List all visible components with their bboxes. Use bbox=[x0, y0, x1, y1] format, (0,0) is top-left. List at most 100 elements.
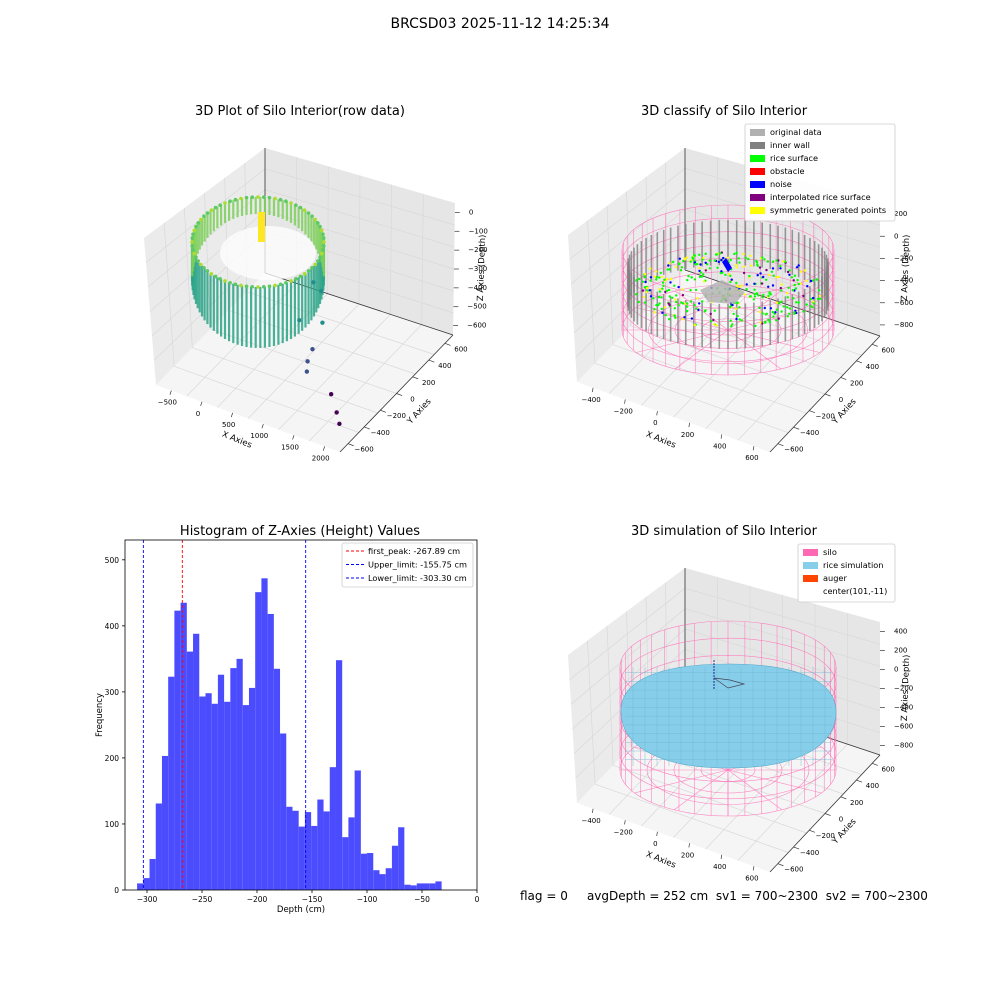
x-axis-tick-label: −400 bbox=[581, 817, 600, 825]
classified-point bbox=[790, 276, 794, 279]
y-axis-tick-mark bbox=[793, 426, 800, 430]
raw-point-rim bbox=[239, 196, 243, 201]
panel4-title: 3D simulation of Silo Interior bbox=[631, 524, 817, 539]
classified-point bbox=[698, 266, 701, 270]
classified-point bbox=[698, 253, 701, 256]
classified-point bbox=[805, 303, 808, 306]
classified-point bbox=[788, 307, 792, 310]
y-axis-tick-label: 0 bbox=[839, 396, 843, 404]
grid-line bbox=[309, 324, 422, 442]
histogram-bar bbox=[149, 858, 156, 890]
classified-point bbox=[662, 284, 665, 287]
y-axis-tick-label: −400 bbox=[371, 429, 390, 437]
classified-point bbox=[806, 285, 809, 288]
classified-point bbox=[800, 270, 803, 273]
classified-point bbox=[675, 294, 678, 297]
grid-line bbox=[641, 291, 751, 406]
y-axis-tick-label: −400 bbox=[800, 849, 819, 857]
histogram-bar bbox=[230, 668, 237, 890]
x-axis-tick-label: −500 bbox=[158, 399, 177, 407]
classified-point bbox=[657, 295, 661, 299]
classified-point bbox=[664, 313, 667, 317]
classify-legend-label: interpolated rice surface bbox=[770, 192, 871, 202]
classified-point bbox=[658, 276, 661, 279]
classified-point bbox=[722, 256, 725, 260]
classified-point bbox=[736, 301, 739, 304]
classified-point bbox=[786, 292, 789, 295]
silo-wireframe-floor-spoke bbox=[636, 329, 729, 353]
z-axis-tick-label: 400 bbox=[894, 628, 907, 636]
classified-point bbox=[733, 252, 736, 256]
classified-point bbox=[667, 264, 670, 267]
raw-point-rim bbox=[250, 195, 255, 199]
raw-point-rim bbox=[284, 280, 288, 285]
classified-point bbox=[780, 300, 783, 303]
classified-point bbox=[730, 278, 733, 281]
x-axis-tick-label: 1500 bbox=[281, 443, 299, 451]
classify-legend-swatch bbox=[750, 207, 765, 214]
classified-point bbox=[673, 284, 676, 287]
classified-point bbox=[816, 297, 820, 301]
classified-point bbox=[691, 257, 695, 260]
z-axis-tick-label: −600 bbox=[467, 322, 486, 330]
classified-point bbox=[778, 302, 781, 305]
classified-point bbox=[753, 295, 757, 298]
raw-point-rim bbox=[289, 201, 293, 205]
raw-point-rim bbox=[223, 279, 227, 283]
raw-point-rim bbox=[261, 195, 266, 199]
classified-point bbox=[643, 275, 646, 279]
classified-point bbox=[687, 274, 690, 278]
x-axis-tick-label: −200 bbox=[614, 408, 633, 416]
classified-point bbox=[759, 272, 762, 275]
classified-point bbox=[737, 257, 740, 260]
classified-point bbox=[760, 282, 764, 285]
outlier-point bbox=[297, 317, 302, 323]
histogram-bar bbox=[193, 633, 200, 890]
classified-point bbox=[797, 282, 800, 286]
classified-point bbox=[786, 296, 789, 299]
raw-point-rim bbox=[209, 272, 214, 276]
x-tick-label: −200 bbox=[247, 895, 268, 904]
z-axis-tick-label: −300 bbox=[468, 265, 487, 273]
histogram-bar bbox=[304, 812, 312, 890]
classified-point bbox=[753, 288, 756, 291]
classified-point bbox=[673, 314, 676, 317]
classified-point bbox=[738, 318, 741, 321]
classified-point bbox=[755, 259, 758, 263]
status-footer: flag = 0 avgDepth = 252 cm sv1 = 700~230… bbox=[520, 889, 928, 903]
classified-point bbox=[810, 297, 813, 301]
classified-point bbox=[657, 303, 660, 307]
classified-point bbox=[663, 278, 666, 281]
y-axis-tick-mark bbox=[872, 343, 878, 347]
histogram-bar bbox=[317, 799, 324, 890]
y-axis-tick-label: 200 bbox=[850, 379, 863, 387]
y-tick-label: 500 bbox=[105, 556, 120, 565]
classified-point bbox=[792, 279, 795, 282]
raw-point-rim bbox=[190, 236, 195, 240]
classified-point bbox=[777, 259, 780, 262]
z-axis-tick-label: −100 bbox=[469, 227, 488, 235]
raw-point-rim bbox=[192, 228, 197, 233]
classified-point bbox=[747, 257, 750, 261]
classified-point bbox=[792, 297, 795, 300]
y-axis-tick-mark bbox=[809, 410, 816, 413]
raw-point-rim bbox=[196, 221, 200, 225]
z-axis-label: Z Axies (Depth) bbox=[476, 234, 488, 301]
z-axis-tick-label: 0 bbox=[894, 232, 898, 240]
y-axis-line bbox=[684, 269, 881, 337]
classified-point bbox=[787, 286, 790, 289]
histogram-bar bbox=[205, 693, 212, 890]
z-axis-tick-label: −500 bbox=[467, 303, 486, 311]
classified-point bbox=[678, 257, 681, 260]
raw-point-rim bbox=[316, 259, 320, 263]
classified-point bbox=[748, 274, 751, 278]
x-tick-label: −250 bbox=[192, 895, 213, 904]
classified-point bbox=[749, 295, 752, 298]
classified-point bbox=[767, 285, 770, 288]
raw-point-rim bbox=[261, 285, 266, 289]
classified-point bbox=[698, 302, 701, 305]
y-tick-label: 400 bbox=[105, 622, 120, 631]
y-axis-tick-mark bbox=[809, 829, 816, 833]
histogram-bar bbox=[155, 803, 162, 890]
classified-point bbox=[710, 319, 713, 323]
